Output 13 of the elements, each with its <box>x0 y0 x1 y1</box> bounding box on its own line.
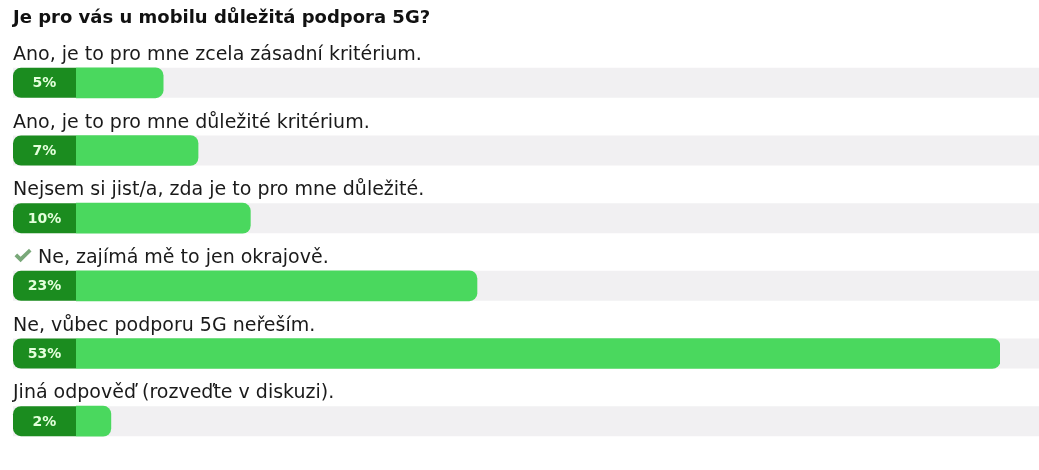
data-label: 7% <box>32 142 57 159</box>
y-tick-label: Nejsem si jist/a, zda je to pro mne důležité. <box>13 177 425 200</box>
chart-title: Je pro vás u mobilu důležitá podpora 5G? <box>11 6 431 27</box>
y-tick-label: Ne, zajímá mě to jen okrajově. <box>38 244 329 267</box>
y-tick-label: Ano, je to pro mne zcela zásadní kritérium. <box>13 41 422 64</box>
data-label: 2% <box>32 412 57 429</box>
y-tick-label: Jiná odpověď (rozveďte v diskuzi). <box>12 380 335 403</box>
data-label: 53% <box>27 345 62 362</box>
data-label: 23% <box>27 277 62 294</box>
data-label: 10% <box>27 209 62 226</box>
y-tick-label: Ano, je to pro mne důležité kritérium. <box>13 109 370 132</box>
y-tick-label: Ne, vůbec podporu 5G neřeším. <box>13 312 316 335</box>
data-label: 5% <box>32 74 57 91</box>
